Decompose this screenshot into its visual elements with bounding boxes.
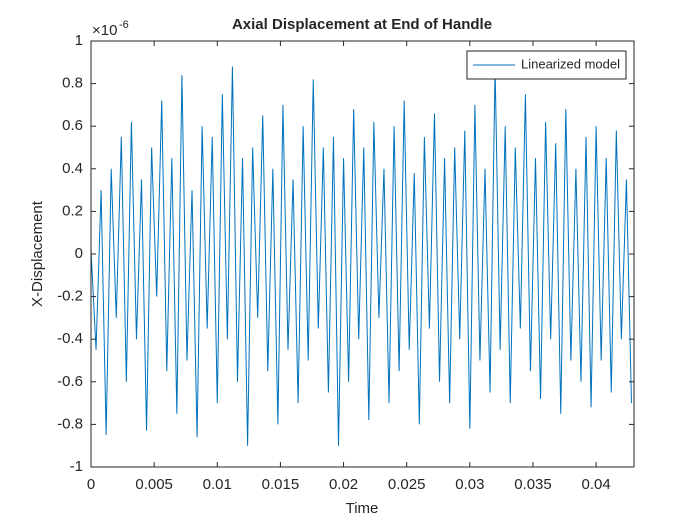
y-tick-label: 1: [75, 32, 83, 49]
x-tick-label: 0.015: [262, 476, 300, 493]
y-tick-label: -0.8: [57, 415, 83, 432]
y-tick-label: -0.2: [57, 288, 83, 305]
x-tick-label: 0.04: [582, 476, 611, 493]
x-tick-label: 0.025: [388, 476, 426, 493]
x-tick-label: 0.01: [203, 476, 232, 493]
y-axis-label: X-Displacement: [29, 200, 46, 307]
y-tick-label: 0: [75, 245, 83, 262]
y-exponent: -6: [119, 19, 129, 31]
y-tick-label: 0.6: [62, 117, 83, 134]
y-tick-label: -1: [70, 458, 83, 475]
y-tick-label: -0.6: [57, 373, 83, 390]
legend-label: Linearized model: [521, 56, 620, 71]
y-tick-label: 0.8: [62, 75, 83, 92]
x-tick-label: 0.005: [135, 476, 173, 493]
y-tick-label: -0.4: [57, 330, 83, 347]
legend-box: [466, 50, 627, 80]
x-tick-label: 0: [87, 476, 95, 493]
x-tick-label: 0.03: [455, 476, 484, 493]
y-tick-label: 0.2: [62, 202, 83, 219]
y-tick-label: 0.4: [62, 160, 83, 177]
data-line: [91, 66, 632, 446]
x-tick-label: 0.02: [329, 476, 358, 493]
y-exponent-base: ×10: [92, 22, 117, 39]
x-tick-label: 0.035: [514, 476, 552, 493]
chart-title: Axial Displacement at End of Handle: [232, 16, 492, 33]
x-axis-label: Time: [346, 500, 379, 517]
